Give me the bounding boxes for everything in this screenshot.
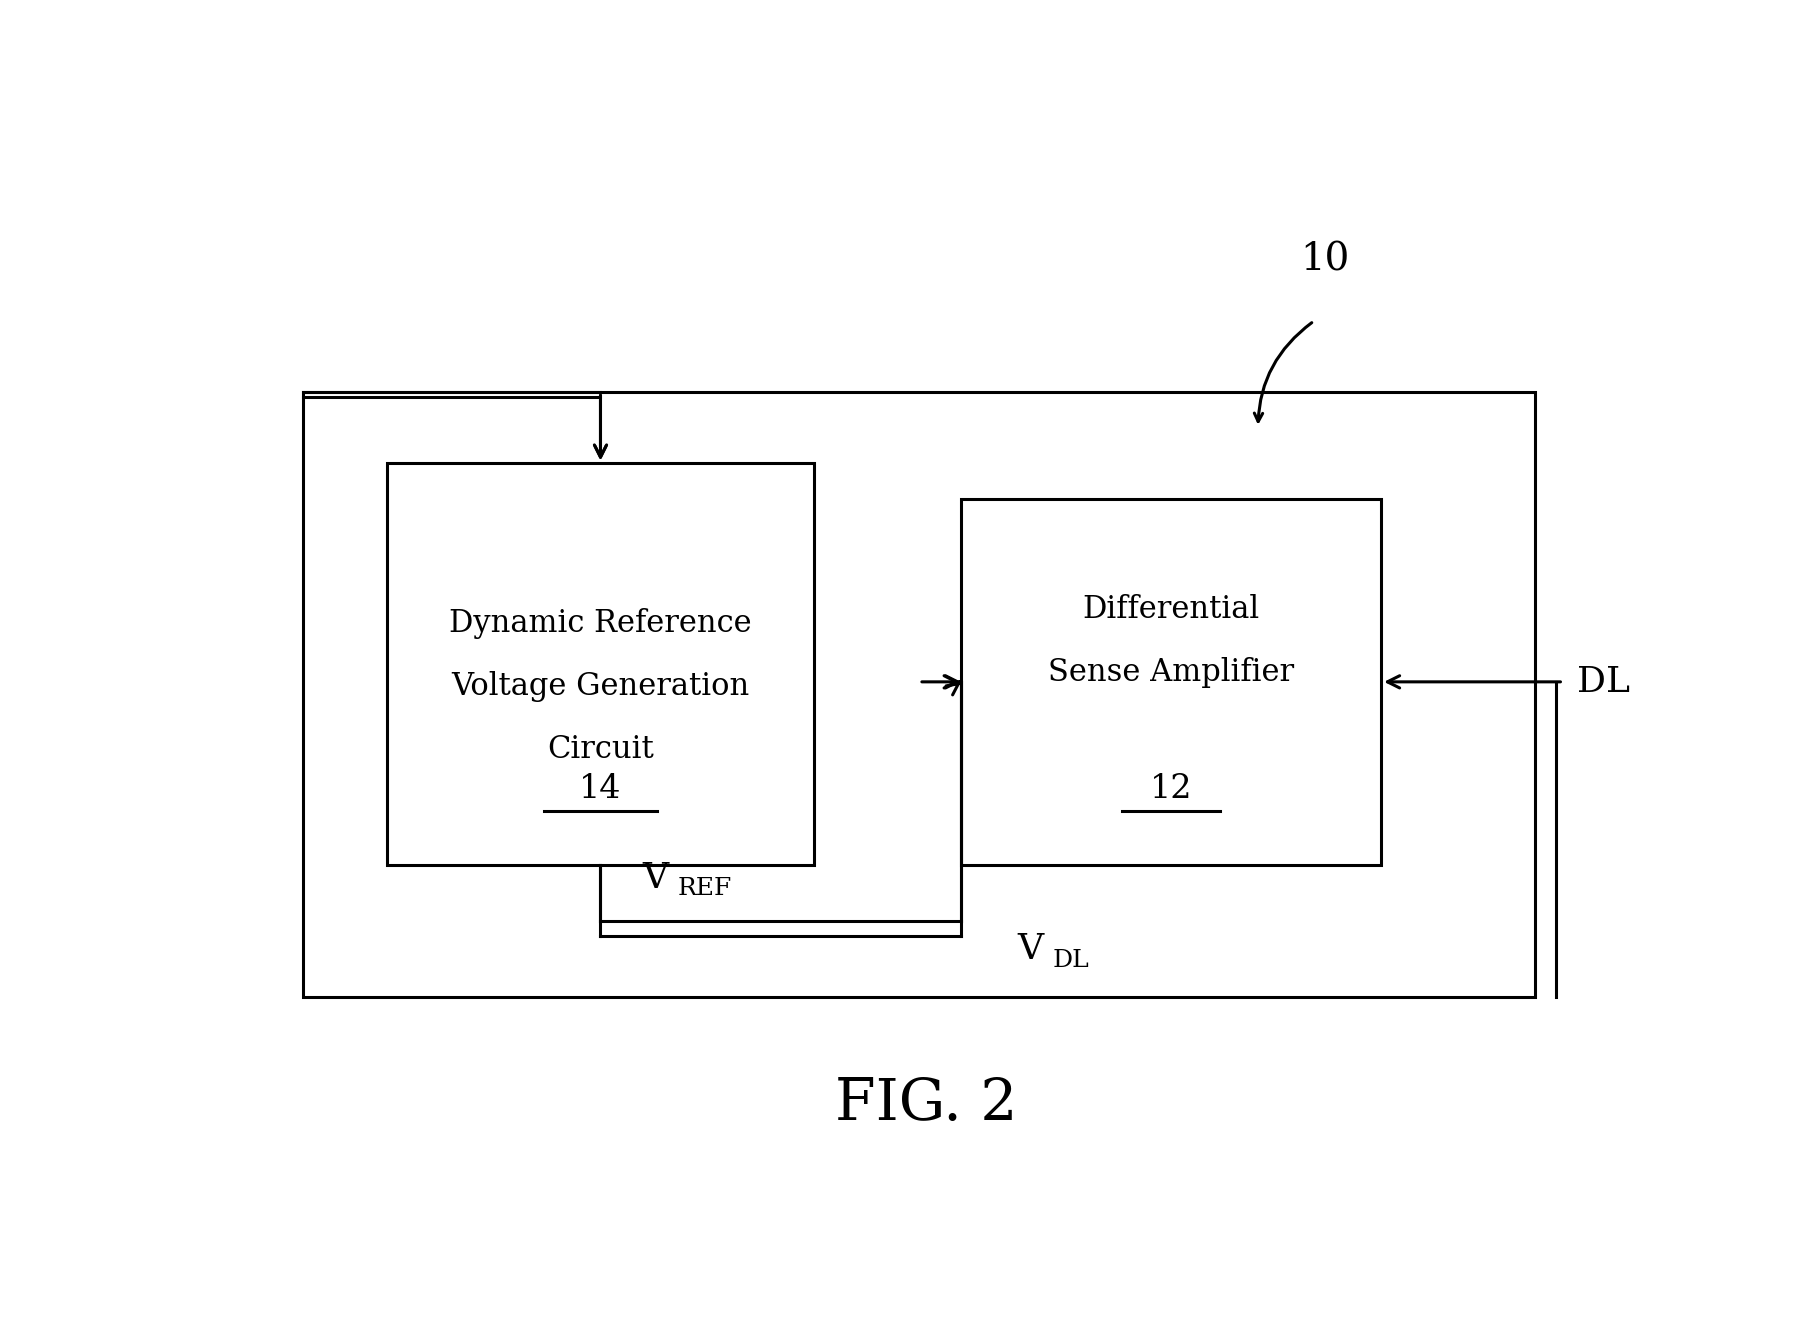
Bar [387,463,813,865]
Text: Sense Amplifier: Sense Amplifier [1048,657,1294,688]
Text: Differential: Differential [1082,594,1259,626]
Text: DL: DL [1578,665,1630,698]
Text: Dynamic Reference: Dynamic Reference [450,609,752,639]
Text: V: V [643,861,669,895]
Bar [961,499,1381,865]
FancyArrowPatch shape [1254,322,1312,421]
Text: 10: 10 [1301,242,1350,279]
Bar [304,392,1536,997]
Text: Circuit: Circuit [548,734,654,764]
Text: 12: 12 [1149,772,1193,805]
Text: REF: REF [678,878,732,900]
Text: FIG. 2: FIG. 2 [835,1076,1017,1131]
Text: 14: 14 [580,772,622,805]
Text: V: V [1017,932,1044,966]
Text: Voltage Generation: Voltage Generation [452,671,750,702]
Text: DL: DL [1053,949,1090,972]
